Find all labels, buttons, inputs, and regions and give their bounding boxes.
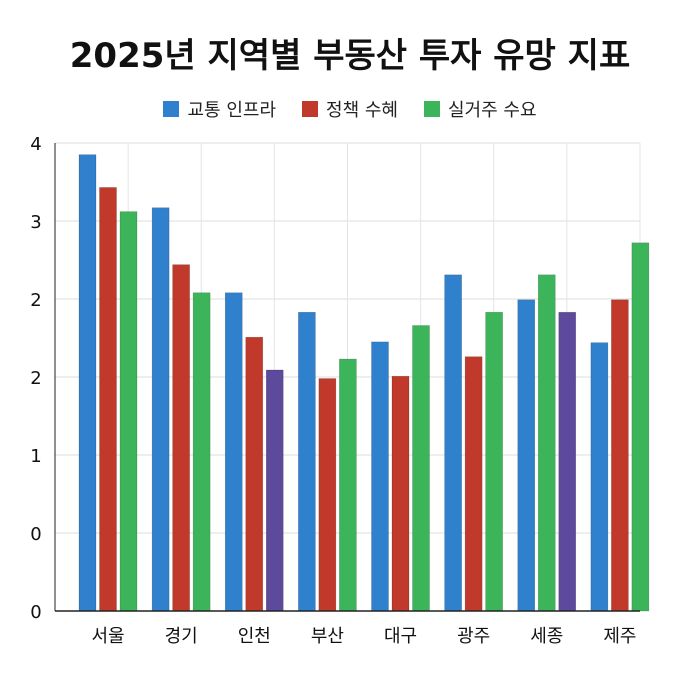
bar-demand	[192, 292, 211, 612]
x-tick-label: 광주	[457, 626, 490, 647]
bar-policy	[172, 264, 190, 612]
bar-demand	[631, 242, 650, 612]
y-tick-label: 2	[30, 290, 41, 311]
x-tick-label: 서울	[91, 626, 124, 647]
x-tick-label: 경기	[165, 626, 198, 647]
bar-policy	[245, 336, 264, 612]
legend-swatch-transport	[163, 101, 180, 117]
bar-transport	[371, 341, 389, 612]
legend-swatch-demand	[423, 101, 440, 117]
x-tick-label: 인천	[238, 626, 271, 647]
x-tick-label: 부산	[311, 626, 344, 647]
legend-label-transport: 교통 인프라	[187, 100, 277, 121]
bar-policy	[464, 356, 483, 612]
y-tick-label: 0	[30, 524, 41, 545]
bar-demand	[485, 311, 503, 612]
legend-swatch-policy	[302, 101, 319, 117]
bar-transport	[444, 274, 462, 612]
legend-item-transport: 교통 인프라	[163, 96, 276, 122]
bar-transport	[590, 342, 609, 612]
legend: 교통 인프라 정책 수혜 실거주 수요	[0, 96, 700, 122]
y-tick-label: 4	[30, 134, 41, 155]
y-tick-label: 1	[30, 446, 41, 467]
bar-policy	[318, 378, 337, 612]
bar-extra	[265, 369, 284, 612]
bar-demand	[119, 211, 138, 612]
bar-demand	[412, 325, 430, 612]
chart-title: 2025년 지역별 부동산 투자 유망 지표	[69, 36, 631, 76]
legend-item-demand: 실거주 수요	[423, 96, 537, 122]
bar-transport	[151, 207, 170, 612]
bar-transport	[224, 292, 243, 612]
y-tick-label: 0	[30, 602, 41, 623]
bar-transport	[298, 311, 316, 612]
x-tick-label: 대구	[384, 626, 417, 647]
bar-demand	[339, 358, 357, 612]
legend-label-demand: 실거주 수요	[447, 100, 537, 121]
x-tick-label: 제주	[603, 626, 636, 647]
bar-policy	[611, 299, 629, 612]
y-tick-label: 3	[30, 212, 41, 233]
legend-item-policy: 정책 수혜	[302, 96, 398, 122]
legend-label-policy: 정책 수혜	[326, 100, 398, 121]
bar-policy	[99, 187, 117, 612]
x-tick-label: 세종	[530, 626, 563, 647]
bar-transport	[517, 299, 536, 612]
bar-demand	[537, 274, 556, 612]
bar-extra	[558, 311, 577, 612]
bar-transport	[78, 154, 97, 612]
bar-policy	[391, 375, 410, 612]
y-tick-label: 2	[30, 368, 41, 389]
